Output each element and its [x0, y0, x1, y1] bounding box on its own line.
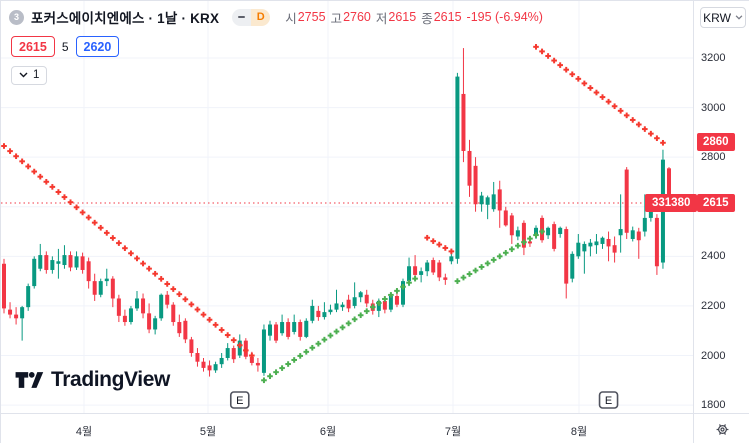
quote-size: 5 — [61, 39, 69, 54]
tradingview-wordmark: TradingView — [51, 368, 170, 391]
close-label: 종 — [421, 11, 433, 26]
time-axis-label: 4월 — [75, 426, 93, 438]
grid — [1, 1, 693, 413]
chevron-down-icon — [735, 15, 743, 20]
ohlc-readout: 시 2755 고 2760 저 2615 종 2615 -195 (-6.94%… — [285, 8, 543, 27]
open-value: 2755 — [297, 10, 326, 24]
change-value: -195 (-6.94%) — [466, 10, 543, 24]
price-axis-label: 3200 — [701, 52, 726, 64]
earnings-marker[interactable]: E — [598, 391, 619, 409]
interval-badge[interactable]: D — [251, 8, 271, 26]
gear-icon[interactable] — [715, 422, 730, 437]
price-axis-label: 2400 — [701, 250, 726, 263]
low-value: 2615 — [388, 10, 417, 24]
time-axis-label: 6월 — [319, 426, 337, 438]
symbol-title[interactable]: 포커스에이치엔에스 · 1날 · KRX — [31, 11, 220, 26]
ask-price-button[interactable]: 2620 — [75, 36, 120, 57]
axis-settings-corner[interactable] — [693, 413, 749, 443]
svg-text:E: E — [605, 395, 612, 407]
last-price-badge: 2615 — [697, 194, 735, 213]
price-axis[interactable]: 3200 3000 2800 2400 2200 2000 1800 2860 2615 — [693, 1, 749, 413]
legend: 3 포커스에이치엔에스 · 1날 · KRX D 시 2755 고 2760 저… — [9, 7, 543, 85]
time-axis-label: 8월 — [570, 426, 588, 438]
sar-indicator — [1, 44, 666, 384]
high-value: 2760 — [343, 10, 371, 24]
sar-value-badge: 2860 — [697, 133, 735, 152]
tradingview-logo-icon — [15, 372, 44, 388]
chevron-down-icon — [19, 72, 28, 78]
close-value: 2615 — [433, 10, 462, 24]
price-axis-label: 2000 — [701, 349, 726, 362]
price-axis-label: 1800 — [701, 399, 726, 412]
price-axis-label: 2800 — [701, 151, 726, 164]
earnings-marker[interactable]: E — [229, 391, 250, 409]
chart-number-badge: 3 — [9, 9, 24, 25]
currency-selector[interactable]: KRW — [700, 7, 746, 28]
time-axis-label: 7월 — [444, 426, 462, 438]
tradingview-logo[interactable]: TradingView — [14, 366, 170, 394]
hide-indicator-icon[interactable] — [232, 8, 252, 26]
time-axis-label: 5월 — [199, 426, 217, 438]
price-axis-label: 2200 — [701, 299, 726, 312]
open-label: 시 — [285, 11, 297, 26]
object-tree-collapse-button[interactable]: 1 — [11, 65, 48, 85]
legend-controls-pill[interactable]: D — [232, 8, 271, 26]
price-axis-label: 3000 — [701, 101, 726, 114]
value-badge: 331380 — [645, 194, 698, 213]
low-label: 저 — [375, 11, 388, 26]
collapse-count: 1 — [33, 69, 40, 81]
currency-label: KRW — [703, 10, 731, 25]
svg-text:E: E — [236, 395, 243, 407]
time-axis[interactable]: 4월 5월 6월 7월 8월 — [1, 413, 693, 443]
candles — [2, 48, 671, 377]
bid-price-button[interactable]: 2615 — [11, 36, 55, 57]
high-label: 고 — [330, 11, 343, 26]
